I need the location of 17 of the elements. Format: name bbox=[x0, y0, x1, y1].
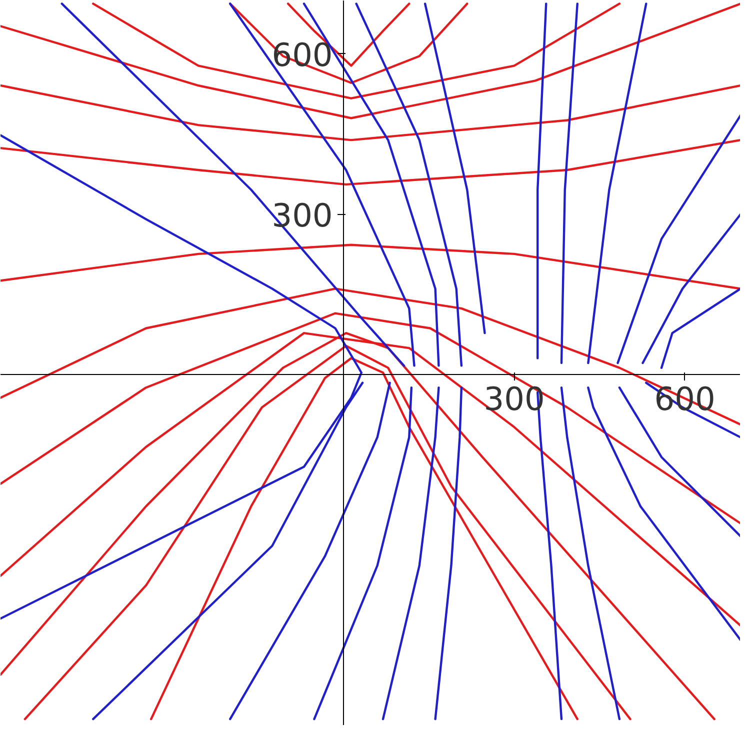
line-series bbox=[560, 386, 621, 720]
line-series bbox=[150, 357, 578, 720]
line-series bbox=[24, 344, 632, 720]
line-series bbox=[0, 288, 740, 426]
line-series bbox=[355, 2, 463, 367]
line-series bbox=[229, 2, 416, 367]
line-series bbox=[0, 138, 740, 186]
line-series bbox=[0, 244, 740, 290]
line-series bbox=[434, 386, 463, 720]
line-series bbox=[229, 382, 391, 720]
line-series bbox=[0, 2, 740, 120]
line-series bbox=[313, 386, 413, 720]
line-series bbox=[382, 386, 440, 720]
line-series bbox=[587, 386, 740, 642]
line-series bbox=[0, 312, 740, 524]
line-series bbox=[0, 84, 740, 142]
line-series bbox=[60, 2, 406, 367]
